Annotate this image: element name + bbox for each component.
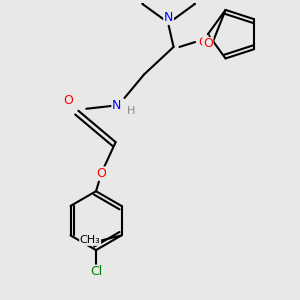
Text: N: N [164, 11, 173, 24]
Text: CH₃: CH₃ [80, 235, 101, 245]
Text: N: N [164, 11, 173, 24]
Text: O: O [198, 35, 208, 49]
Text: Cl: Cl [90, 265, 102, 278]
Text: O: O [203, 38, 213, 50]
Text: O: O [96, 167, 106, 180]
Text: H: H [127, 106, 136, 116]
Text: N: N [112, 99, 121, 112]
Text: O: O [64, 94, 74, 107]
